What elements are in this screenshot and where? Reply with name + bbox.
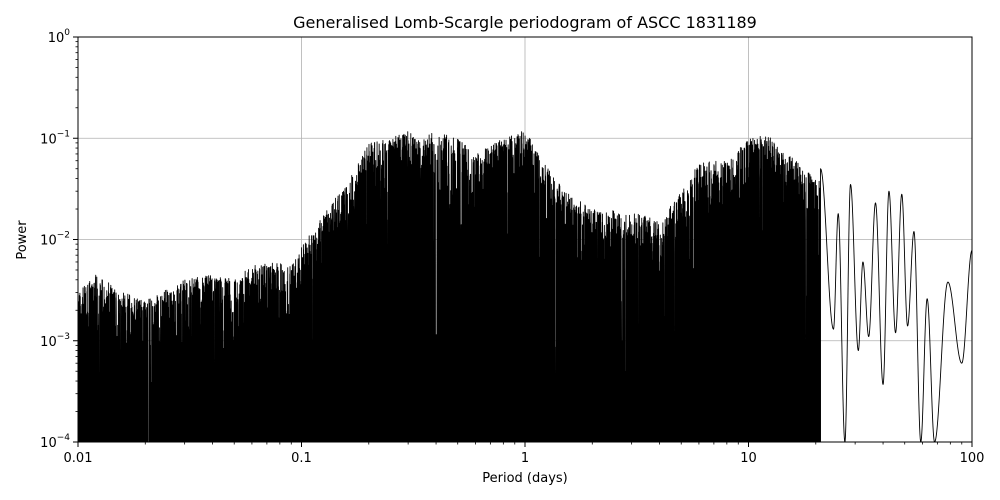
x-tick-label: 0.1 [291, 451, 312, 466]
x-axis-label: Period (days) [482, 471, 568, 486]
y-tick-base: 10 [40, 234, 57, 249]
y-tick-exponent: −4 [57, 433, 71, 443]
y-tick-base: 10 [48, 31, 65, 46]
y-tick-label: 100 [48, 28, 71, 46]
series-group [78, 131, 972, 442]
y-tick-exponent: −1 [57, 129, 70, 139]
y-axis-label: Power [15, 220, 30, 260]
y-tick-base: 10 [40, 132, 57, 147]
y-tick-base: 10 [40, 335, 57, 350]
y-tick-label: 10−1 [40, 129, 70, 147]
y-tick-exponent: −2 [57, 231, 70, 241]
y-tick-base: 10 [40, 436, 57, 451]
x-tick-label: 1 [521, 451, 529, 466]
y-tick-label: 10−4 [40, 433, 70, 451]
y-tick-exponent: 0 [64, 28, 70, 38]
x-tick-label: 10 [740, 451, 757, 466]
x-tick-label: 100 [960, 451, 985, 466]
y-tick-label: 10−3 [40, 332, 70, 350]
chart-title: Generalised Lomb-Scargle periodogram of … [293, 13, 757, 32]
x-tick-label: 0.01 [64, 451, 93, 466]
y-tick-label: 10−2 [40, 231, 70, 249]
periodogram-series-line [78, 131, 972, 442]
y-tick-exponent: −3 [57, 332, 70, 342]
